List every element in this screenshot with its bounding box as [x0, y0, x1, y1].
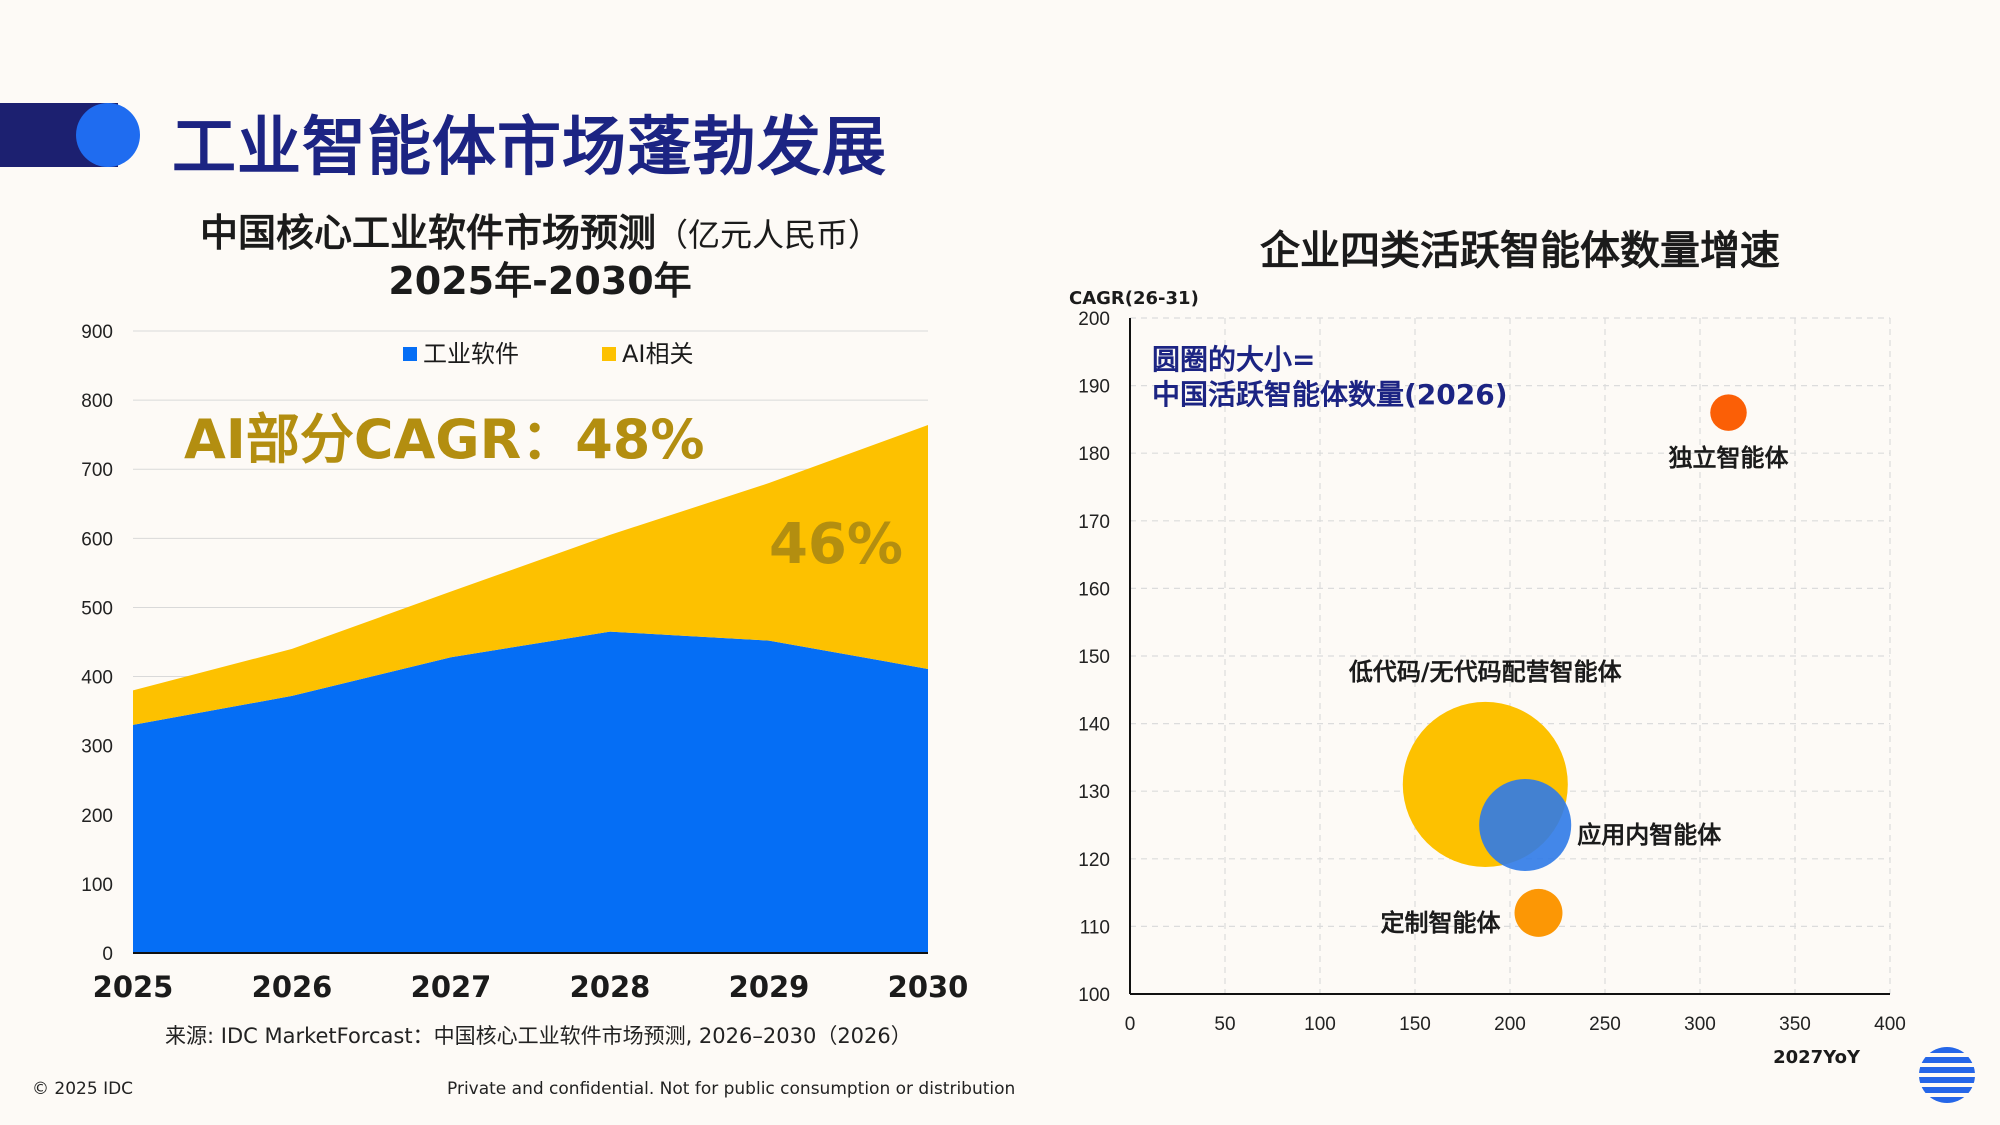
y-tick-label: 180	[1078, 444, 1110, 465]
y-tick-label: 200	[81, 806, 113, 827]
area-series-industrial-software	[133, 631, 928, 953]
area-chart-title-block: 中国核心工业软件市场预测（亿元人民币） 2025年-2030年	[140, 210, 940, 304]
x-tick-label: 0	[1125, 1014, 1136, 1035]
slide-title: 工业智能体市场蓬勃发展	[172, 111, 887, 185]
bubble-chart-title: 企业四类活跃智能体数量增速	[1260, 228, 1780, 274]
y-tick-label: 800	[81, 391, 113, 412]
bubble	[1710, 394, 1747, 431]
x-tick-label: 2030	[888, 970, 969, 1004]
confidential-notice: Private and confidential. Not for public…	[447, 1079, 1016, 1099]
y-tick-label: 170	[1078, 512, 1110, 533]
x-tick-label: 50	[1214, 1014, 1235, 1035]
legend-swatch	[602, 347, 616, 361]
y-tick-label: 130	[1078, 782, 1110, 803]
bubble	[1479, 778, 1572, 872]
x-tick-label: 100	[1304, 1014, 1336, 1035]
area-series-ai-related	[133, 424, 928, 725]
bubble-chart: 0 50 100 150 200 250 300 350 400 100 110 120 130 140 1…	[1069, 288, 1906, 1068]
x-tick-label: 150	[1399, 1014, 1431, 1035]
legend-label: 工业软件	[423, 340, 519, 368]
y-tick-label: 200	[1078, 309, 1110, 330]
x-axis-title: 2027YoY	[1773, 1047, 1861, 1068]
ai-share-2030-annotation: 46%	[769, 512, 903, 577]
area-chart: 0 100 200 300 400 500 600 700 800 900 2025 2026 2027…	[81, 322, 969, 1004]
y-tick-label: 120	[1078, 850, 1110, 871]
copyright-text: © 2025 IDC	[32, 1079, 134, 1099]
y-tick-label: 140	[1078, 715, 1110, 736]
x-tick-label: 250	[1589, 1014, 1621, 1035]
x-tick-label: 400	[1874, 1014, 1906, 1035]
legend-swatch	[403, 347, 417, 361]
idc-logo-icon	[1919, 1047, 1975, 1103]
y-tick-label: 700	[81, 460, 113, 481]
area-chart-subtitle: 2025年-2030年	[388, 259, 692, 303]
y-axis-title: CAGR(26-31)	[1069, 288, 1199, 309]
source-note: 来源: IDC MarketForcast：中国核心工业软件市场预测, 2026…	[165, 1024, 912, 1048]
bubble-label: 应用内智能体	[1577, 821, 1722, 849]
x-tick-label: 2026	[252, 970, 333, 1004]
bubble-label: 低代码/无代码配营智能体	[1348, 658, 1623, 686]
y-tick-label: 150	[1078, 647, 1110, 668]
legend-label: AI相关	[622, 340, 694, 368]
x-tick-label: 350	[1779, 1014, 1811, 1035]
y-tick-label: 100	[1078, 985, 1110, 1006]
ai-cagr-annotation: AI部分CAGR：48%	[184, 408, 704, 471]
bubble-label: 独立智能体	[1669, 444, 1790, 472]
y-tick-label: 0	[102, 944, 113, 965]
x-tick-label: 2025	[93, 970, 174, 1004]
y-tick-label: 500	[81, 598, 113, 619]
x-tick-label: 2027	[411, 970, 492, 1004]
x-tick-label: 300	[1684, 1014, 1716, 1035]
y-tick-label: 400	[81, 668, 113, 689]
y-tick-label: 300	[81, 737, 113, 758]
y-tick-label: 600	[81, 529, 113, 550]
x-tick-label: 200	[1494, 1014, 1526, 1035]
x-tick-label: 2028	[570, 970, 651, 1004]
y-tick-label: 900	[81, 322, 113, 343]
y-tick-label: 190	[1078, 377, 1110, 398]
y-tick-label: 160	[1078, 579, 1110, 600]
bubble-label: 定制智能体	[1381, 909, 1502, 937]
y-tick-label: 100	[81, 875, 113, 896]
y-tick-label: 110	[1080, 917, 1110, 938]
bubble-size-note-line2: 中国活跃智能体数量(2026)	[1152, 378, 1508, 411]
title-accent-dot	[76, 103, 140, 167]
x-tick-label: 2029	[729, 970, 810, 1004]
bubble	[1514, 888, 1563, 937]
area-chart-title: 中国核心工业软件市场预测	[199, 211, 656, 255]
area-chart-title-unit: （亿元人民币）	[656, 216, 881, 254]
bubble-size-note-line1: 圆圈的大小=	[1152, 343, 1315, 376]
